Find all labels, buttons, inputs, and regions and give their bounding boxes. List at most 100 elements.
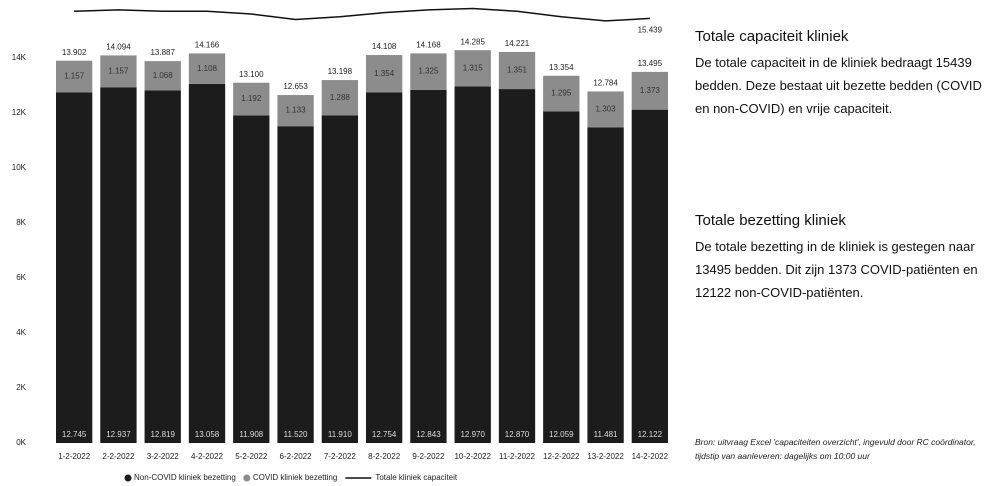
bar-segment (454, 86, 491, 443)
total-label: 14.221 (505, 39, 530, 48)
y-tick-label: 6K (16, 273, 26, 282)
bar-segment (188, 53, 226, 84)
data-label: 1.373 (640, 86, 661, 95)
x-tick-label: 14-2-2022 (632, 452, 669, 461)
total-label: 14.168 (416, 40, 441, 49)
bar-segment (321, 80, 359, 116)
bar-segment (587, 127, 624, 444)
total-label: 12.784 (593, 79, 618, 88)
bar-segment (365, 92, 403, 443)
capacity-title: Totale capaciteit kliniek (695, 28, 849, 45)
chart: 0K 2K 4K 6K 8K 10K 12K 14K 1-2-2022 2-2-2022 3-2-2… (12, 7, 669, 482)
bar-segment (498, 51, 536, 90)
y-tick-label: 10K (12, 163, 27, 172)
legend-label: Non-COVID kliniek bezetting (134, 473, 236, 482)
data-label: 1.157 (108, 66, 129, 75)
capacity-block: Totale capaciteit kliniek De totale capa… (695, 28, 985, 120)
data-label: 12.843 (416, 430, 441, 439)
bar-segment (277, 95, 314, 127)
x-tick-label: 13-2-2022 (587, 452, 624, 461)
x-tick-label: 10-2-2022 (454, 452, 491, 461)
x-tick-label: 2-2-2022 (102, 452, 135, 461)
y-tick-label: 0K (16, 438, 26, 447)
total-label: 13.887 (150, 48, 175, 57)
bar-segment (543, 111, 580, 443)
total-label: 14.108 (372, 42, 397, 51)
data-label: 12.819 (150, 430, 175, 439)
capacity-line (74, 7, 650, 22)
x-tick-label: 3-2-2022 (147, 452, 180, 461)
bar-segment (631, 109, 669, 444)
y-tick-label: 8K (16, 218, 26, 227)
data-label: 1.354 (374, 69, 395, 78)
data-label: 1.157 (64, 72, 85, 81)
bar-segment (631, 71, 669, 110)
bar-segment (454, 50, 491, 87)
total-label: 14.285 (460, 37, 485, 46)
bar-segment (100, 87, 137, 444)
x-tick-label: 12-2-2022 (543, 452, 580, 461)
bar-segment (144, 90, 181, 443)
bar-segment (365, 55, 403, 93)
occupancy-text: De totale bezetting in de kliniek is ges… (695, 239, 978, 300)
y-tick-label: 12K (12, 108, 27, 117)
bar-segment (100, 55, 137, 88)
data-label: 12.745 (62, 430, 87, 439)
data-label: 13.058 (195, 430, 220, 439)
x-tick-label: 5-2-2022 (235, 452, 268, 461)
data-label: 1.068 (153, 71, 174, 80)
bar-segment (410, 53, 447, 90)
bar-segment (188, 83, 226, 443)
x-tick-label: 6-2-2022 (280, 452, 313, 461)
data-label: 11.908 (239, 430, 263, 439)
bar-segment (277, 126, 314, 443)
bar-segment (543, 75, 580, 112)
bar-segment (233, 115, 270, 443)
data-label: 1.295 (551, 89, 572, 98)
data-label: 12.122 (638, 430, 663, 439)
legend-swatch (243, 474, 251, 482)
y-tick-label: 4K (16, 328, 26, 337)
bar-segment (321, 115, 359, 443)
x-tick-label: 11-2-2022 (499, 452, 535, 461)
bar-segment (410, 89, 447, 443)
data-label: 12.059 (549, 430, 574, 439)
occupancy-block: Totale bezetting kliniek De totale bezet… (695, 212, 985, 304)
x-tick-label: 7-2-2022 (324, 452, 357, 461)
total-label: 13.100 (239, 70, 264, 79)
total-label: 13.198 (328, 67, 353, 76)
data-label: 11.520 (284, 430, 308, 439)
x-tick-label: 8-2-2022 (368, 452, 401, 461)
legend-label: COVID kliniek bezetting (253, 473, 337, 482)
bar-segment (233, 82, 270, 116)
bar-segment (587, 91, 624, 128)
source-note: Bron: uitvraag Excel 'capaciteiten overz… (695, 437, 976, 461)
data-label: 15.439 (638, 26, 663, 35)
data-label: 12.970 (460, 430, 485, 439)
data-label: 1.303 (596, 104, 617, 113)
bar-segment (55, 60, 93, 93)
data-label: 12.937 (106, 430, 131, 439)
bar-segment (144, 61, 181, 91)
data-label: 1.288 (330, 93, 351, 102)
x-tick-label: 1-2-2022 (58, 452, 91, 461)
total-label: 14.094 (106, 43, 131, 52)
data-label: 12.870 (505, 430, 530, 439)
bar-segment (498, 89, 536, 443)
total-label: 13.354 (549, 63, 574, 72)
data-label: 1.325 (418, 67, 439, 76)
total-label: 14.166 (195, 41, 220, 50)
capacity-text: De totale capaciteit in de kliniek bedra… (695, 55, 982, 116)
legend-swatch (124, 474, 132, 482)
legend-label: Totale kliniek capaciteit (375, 473, 458, 482)
data-label: 1.108 (197, 64, 218, 73)
occupancy-title: Totale bezetting kliniek (695, 212, 846, 229)
x-tick-label: 4-2-2022 (191, 452, 224, 461)
data-label: 11.910 (328, 430, 352, 439)
data-label: 1.351 (507, 66, 528, 75)
bar-segment (55, 92, 93, 443)
total-label: 12.653 (283, 82, 308, 91)
data-label: 1.315 (463, 63, 484, 72)
data-label: 11.481 (594, 430, 618, 439)
